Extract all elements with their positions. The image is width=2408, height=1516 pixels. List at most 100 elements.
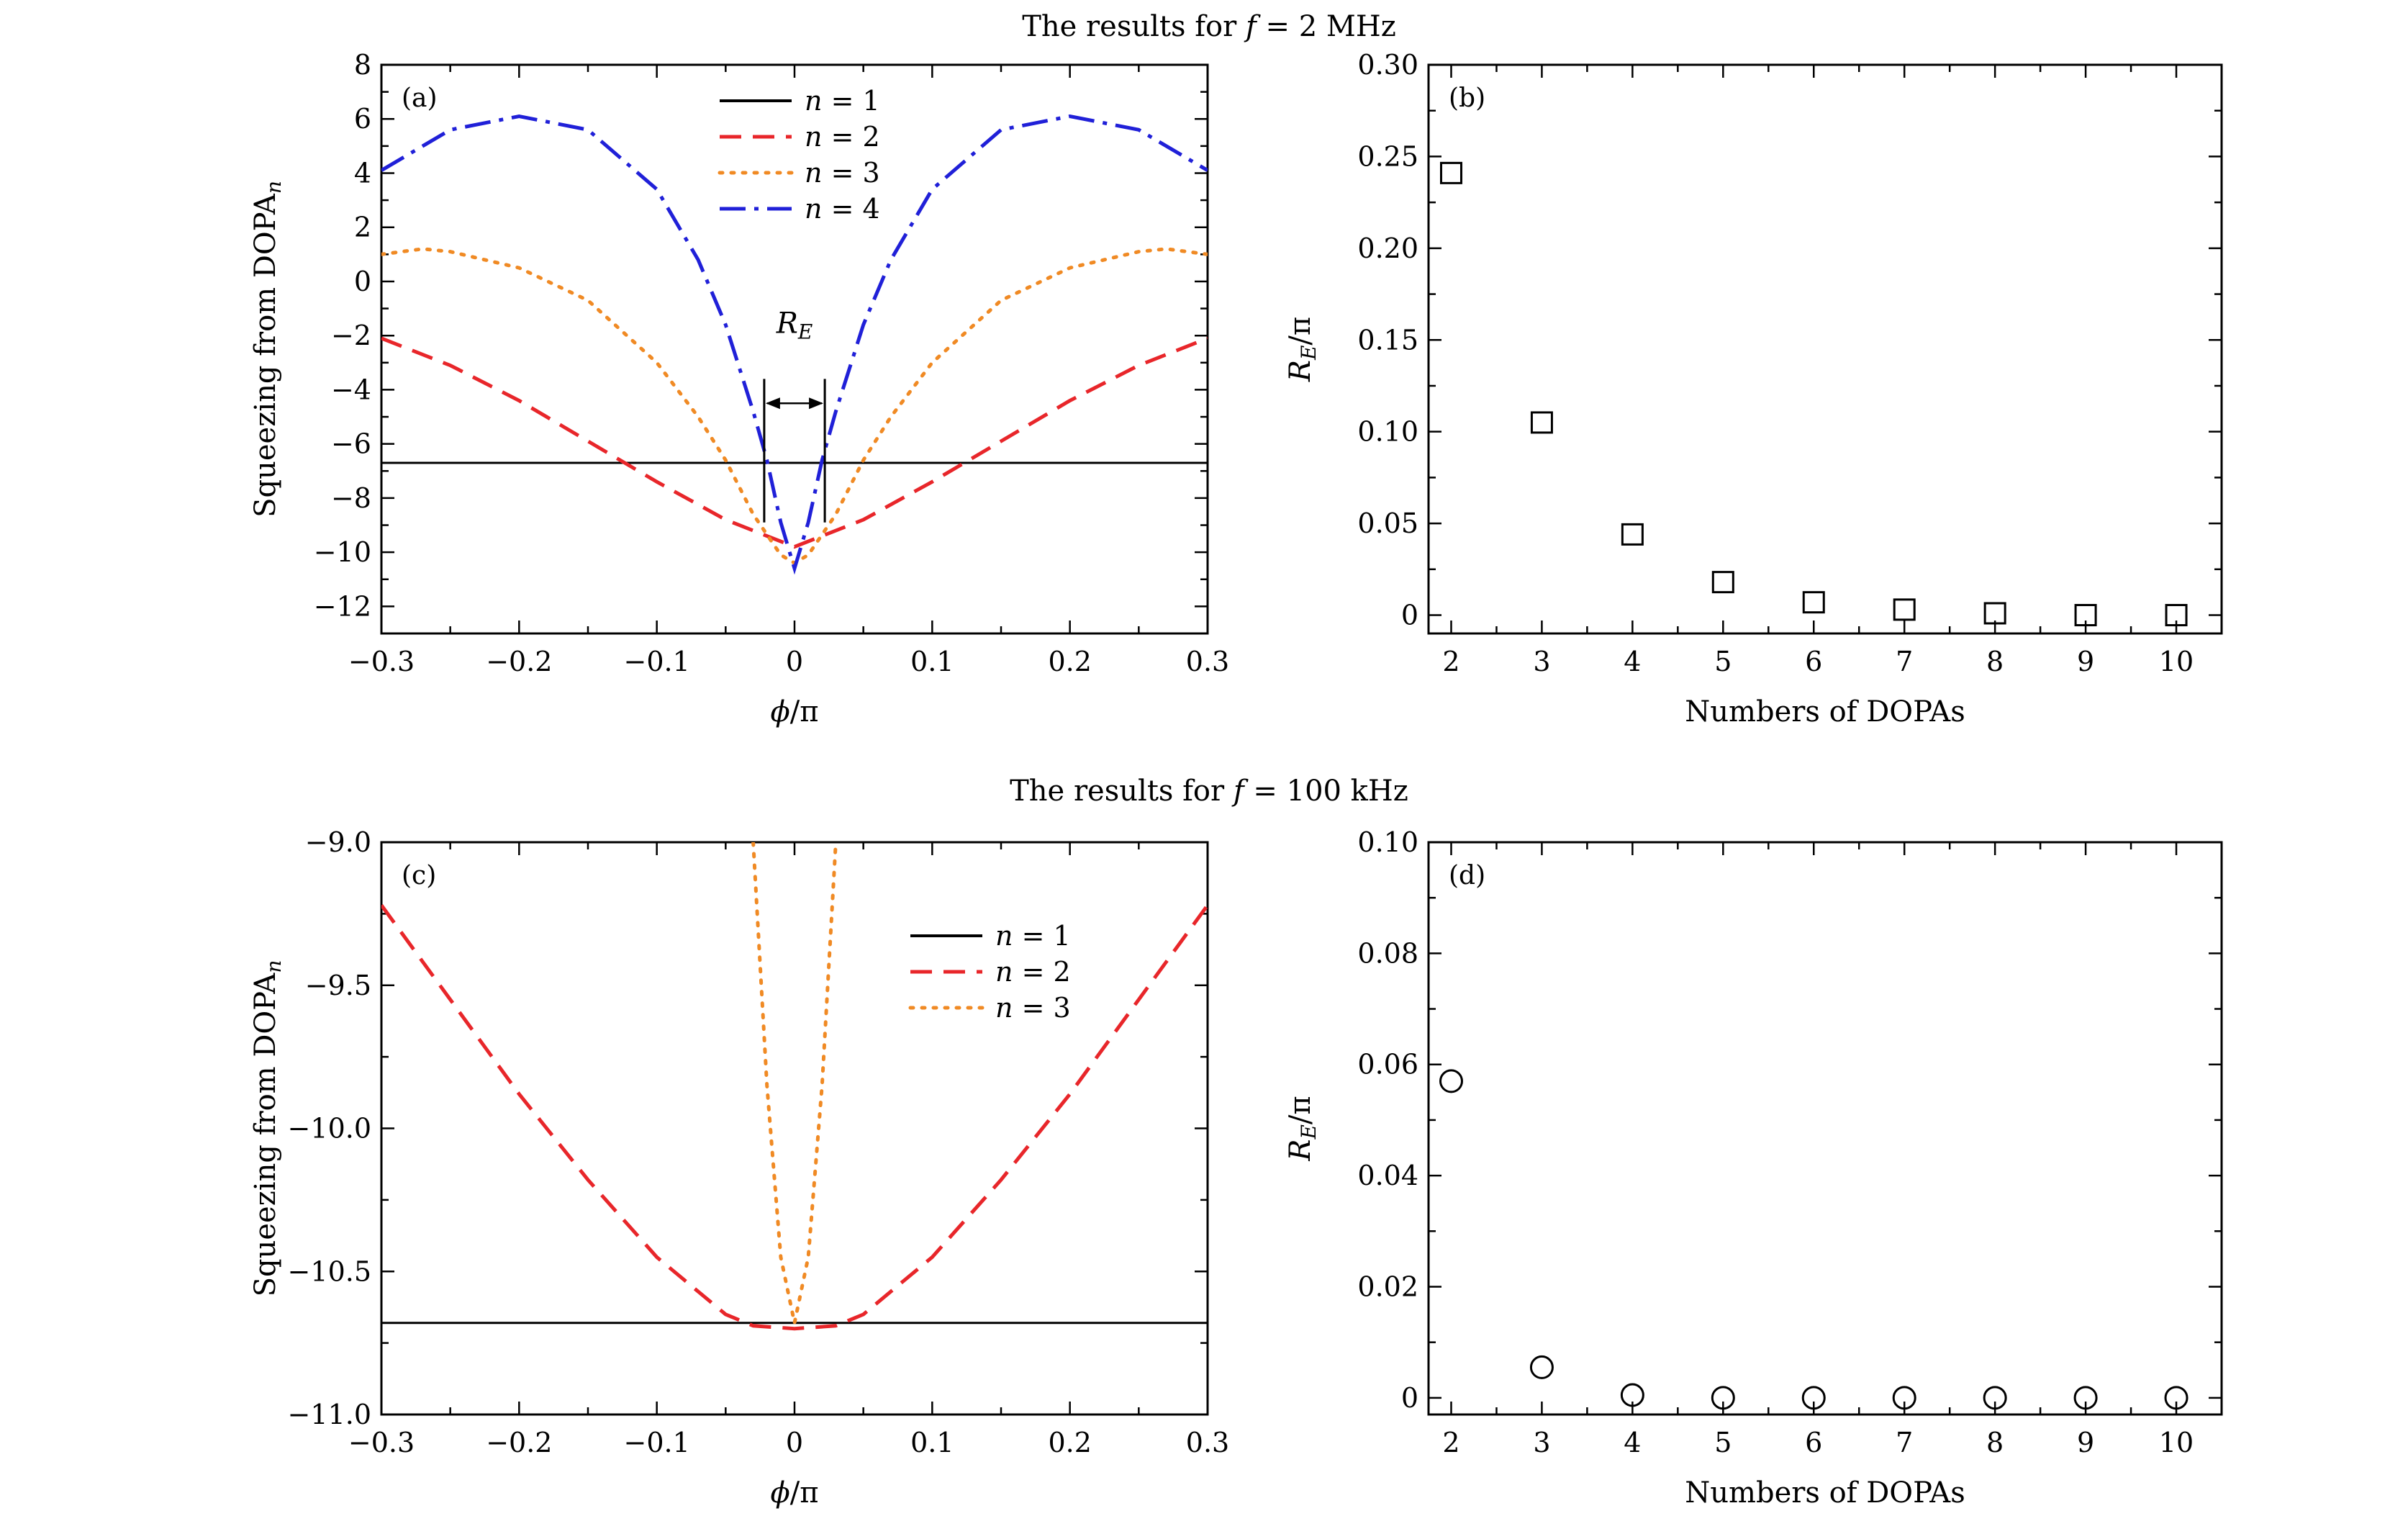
data-point — [2165, 604, 2188, 627]
y-tick-label: 0.10 — [1357, 416, 1418, 448]
series-line-2 — [381, 904, 1208, 1331]
legend-label: n = 3 — [995, 992, 1071, 1024]
y-tick-label: 8 — [354, 49, 371, 81]
data-point — [1621, 523, 1644, 546]
y-tick-label: 0.05 — [1357, 507, 1418, 539]
y-tick-label: 0.10 — [1357, 826, 1418, 858]
y-tick-label: 0.04 — [1357, 1160, 1418, 1191]
panel-label: (c) — [402, 861, 436, 890]
x-tick-label: 4 — [1624, 1427, 1641, 1458]
y-tick-label: −9.0 — [305, 826, 371, 858]
y-tick-label: −4 — [331, 374, 371, 405]
x-tick-label: 0.3 — [1186, 646, 1229, 677]
data-point — [2073, 1386, 2098, 1410]
x-tick-label: 9 — [2077, 646, 2094, 677]
x-tick-label: −0.3 — [348, 1427, 415, 1458]
plot-frame — [1427, 63, 2223, 635]
data-point — [1439, 161, 1462, 184]
data-point — [1530, 411, 1553, 434]
legend-label: n = 4 — [805, 193, 880, 225]
x-tick-label: −0.2 — [486, 646, 552, 677]
y-tick-label: 0 — [1401, 1382, 1418, 1414]
y-tick-label: −2 — [331, 320, 371, 351]
data-point — [1439, 1069, 1463, 1093]
y-tick-label: 0.30 — [1357, 49, 1418, 81]
y-tick-label: −6 — [331, 428, 371, 460]
data-point — [1711, 571, 1734, 594]
x-tick-label: 2 — [1442, 1427, 1459, 1458]
y-axis-label: Squeezing from DOPAn — [249, 181, 286, 518]
x-tick-label: 3 — [1533, 646, 1550, 677]
x-tick-label: 5 — [1714, 646, 1732, 677]
x-tick-label: −0.1 — [624, 646, 690, 677]
y-axis-label: RE/π — [1284, 1096, 1321, 1161]
panel-b-chart: 2 3 4 5 6 7 8 9 10 0 0.05 0.10 0.15 0.20 0.25 0.30 (b) Nu… — [1284, 49, 2223, 728]
x-tick-label: 8 — [1986, 646, 2004, 677]
x-tick-label: 6 — [1805, 1427, 1822, 1458]
annotation-label: RE — [776, 307, 813, 343]
data-point — [1620, 1383, 1644, 1407]
x-axis-label: Numbers of DOPAs — [1685, 695, 1965, 728]
arrow-head-left — [765, 397, 780, 410]
panel-d-chart: 2 3 4 5 6 7 8 9 10 0 0.02 0.04 0.06 0.08 0.10 (d) Number… — [1284, 826, 2223, 1510]
x-axis-label: ϕ/π — [770, 695, 818, 728]
y-tick-label: −11.0 — [288, 1399, 371, 1430]
x-tick-label: 7 — [1896, 646, 1913, 677]
y-axis-label: RE/π — [1284, 317, 1321, 382]
series-line-3 — [751, 842, 838, 1324]
y-tick-label: −10.0 — [288, 1113, 371, 1145]
panel-label: (a) — [402, 84, 438, 113]
data-point — [1983, 1386, 2007, 1410]
y-tick-label: 0.20 — [1357, 233, 1418, 264]
y-tick-label: 2 — [354, 212, 371, 243]
panel-a-chart: −0.3 −0.2 −0.1 0 0.1 0.2 0.3 −12 −10 −8 −6 −4 −2 0 2 4 6… — [249, 49, 1229, 728]
x-axis-label: Numbers of DOPAs — [1685, 1476, 1965, 1510]
panel-c-chart: −0.3 −0.2 −0.1 0 0.1 0.2 0.3 −11.0 −10.5 −10.0 −9.… — [249, 826, 1229, 1510]
y-tick-label: −10.5 — [288, 1255, 371, 1287]
data-point — [1529, 1355, 1554, 1379]
panel-label: (b) — [1449, 84, 1485, 113]
y-tick-label: −10 — [314, 536, 371, 568]
x-tick-label: 3 — [1533, 1427, 1550, 1458]
y-tick-label: 6 — [354, 103, 371, 135]
data-point — [1892, 1386, 1916, 1410]
data-point — [1983, 602, 2006, 625]
data-point — [1711, 1386, 1735, 1410]
legend-label: n = 3 — [805, 157, 880, 189]
y-tick-label: 0.15 — [1357, 324, 1418, 356]
legend-label: n = 1 — [995, 920, 1071, 952]
y-tick-label: 0 — [354, 266, 371, 297]
row-title-bottom: The results for f = 100 kHz — [1010, 775, 1408, 808]
x-tick-label: −0.3 — [348, 646, 415, 677]
legend-label: n = 2 — [995, 956, 1071, 988]
x-tick-label: 0.1 — [910, 646, 954, 677]
x-tick-label: 0 — [786, 646, 803, 677]
x-tick-label: 5 — [1714, 1427, 1732, 1458]
legend-label: n = 2 — [805, 121, 880, 153]
x-tick-label: 4 — [1624, 646, 1641, 677]
y-tick-label: 0.08 — [1357, 937, 1418, 969]
arrow-head-right — [809, 397, 824, 410]
x-axis-label: ϕ/π — [770, 1476, 818, 1510]
series-line-3 — [381, 247, 1208, 566]
legend-label: n = 1 — [805, 85, 880, 117]
x-tick-label: 2 — [1442, 646, 1459, 677]
y-tick-label: −9.5 — [305, 970, 371, 1001]
x-tick-label: −0.2 — [486, 1427, 552, 1458]
x-tick-label: 10 — [2159, 646, 2194, 677]
y-tick-label: 0.02 — [1357, 1271, 1418, 1302]
panel-label: (d) — [1449, 861, 1485, 890]
y-tick-label: 4 — [354, 157, 371, 189]
series-line-4 — [381, 114, 1208, 575]
x-tick-label: 0.1 — [910, 1427, 954, 1458]
x-tick-label: −0.1 — [624, 1427, 690, 1458]
y-tick-label: −12 — [314, 590, 371, 622]
y-tick-label: −8 — [331, 482, 371, 514]
x-tick-label: 0 — [786, 1427, 803, 1458]
y-tick-label: 0.25 — [1357, 140, 1418, 172]
x-tick-label: 0.2 — [1048, 646, 1091, 677]
plot-frame — [1427, 841, 2223, 1416]
x-tick-label: 8 — [1986, 1427, 2004, 1458]
data-point — [1893, 598, 1916, 621]
